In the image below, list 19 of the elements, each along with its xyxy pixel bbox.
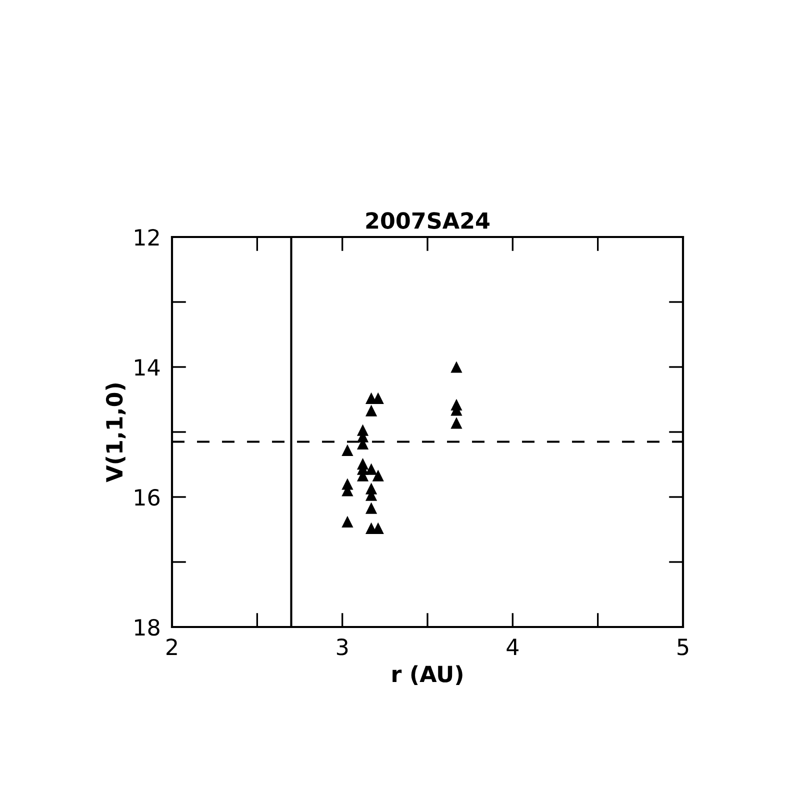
x-tick-label: 5 (678, 638, 688, 656)
x-axis-title: r (AU) (392, 665, 462, 685)
x-tick-label: 3 (336, 638, 348, 656)
point (365, 463, 378, 475)
y-tick-label: 16 (135, 488, 160, 506)
point (342, 444, 354, 456)
x-tick-label: 2 (166, 638, 177, 655)
point (450, 417, 462, 429)
y-axis-title: V(1,1,0) (106, 384, 126, 482)
chart-title: 2007SA24 (366, 212, 490, 229)
point (450, 361, 462, 373)
x-tick-label: 4 (506, 638, 518, 655)
y-tick-label: 14 (135, 359, 160, 376)
point (365, 502, 378, 514)
point (372, 470, 384, 482)
y-tick-label: 18 (135, 618, 160, 636)
point (342, 516, 354, 528)
y-tick-label: 12 (135, 228, 159, 246)
point (365, 404, 378, 416)
